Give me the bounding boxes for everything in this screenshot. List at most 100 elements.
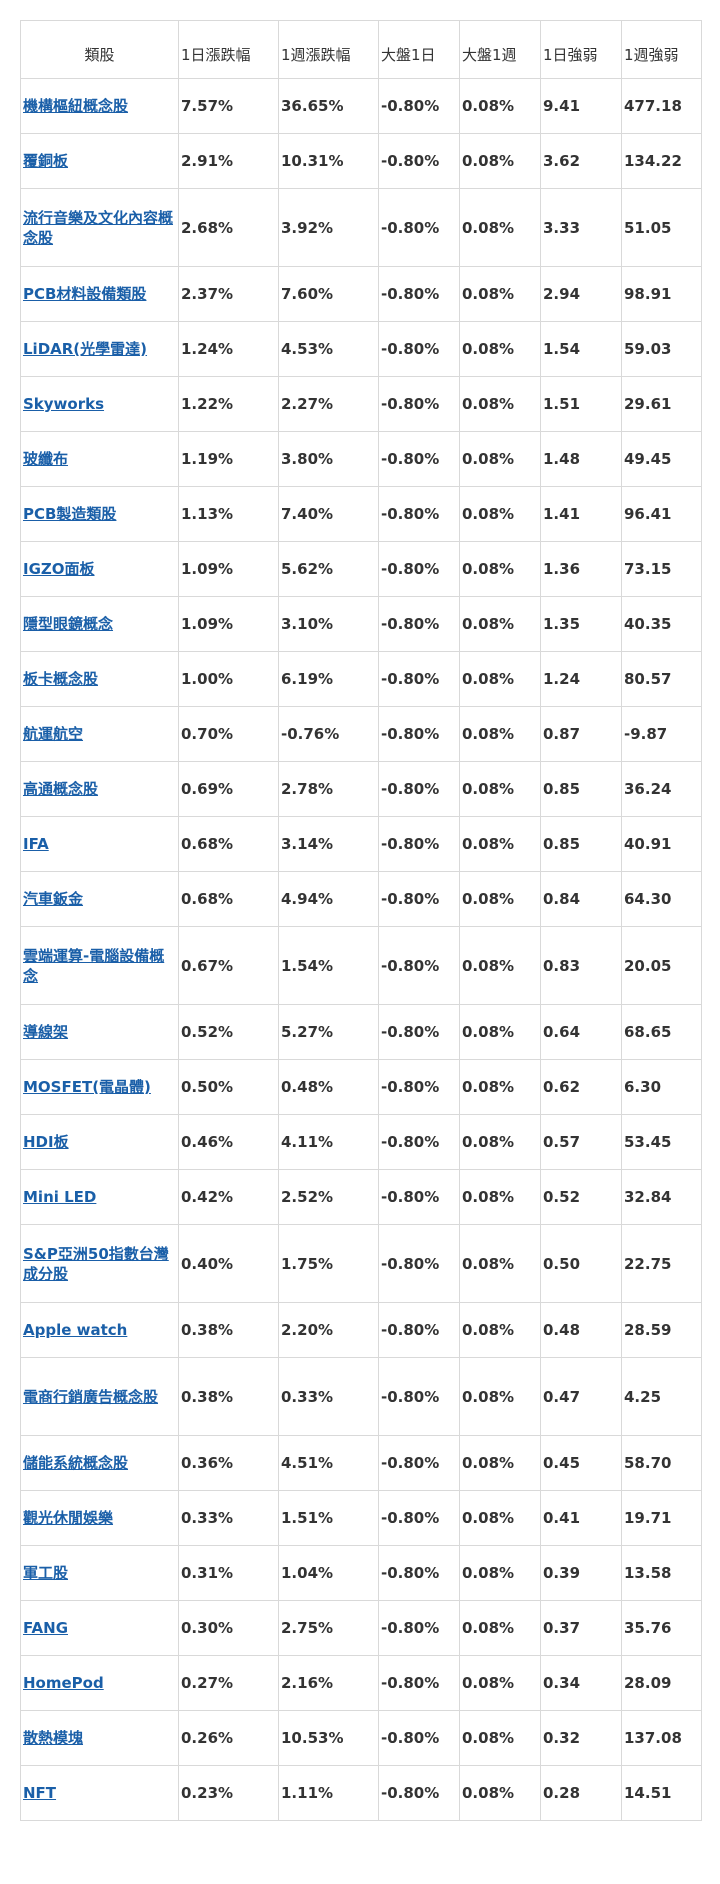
cell-sector-name: 散熱模塊 [20,1710,179,1766]
cell-1w-strength: 29.61 [621,376,702,432]
cell-1d-strength: 1.35 [540,596,622,652]
cell-sector-name: 機構樞紐概念股 [20,78,179,134]
sector-link[interactable]: 隱型眼鏡概念 [23,615,114,633]
table-row: Apple watch 0.38% 2.20% -0.80% 0.08% 0.48 28.5… [20,1302,702,1358]
cell-1w-change: 1.11% [278,1765,379,1821]
cell-market-1w: 0.08% [459,596,541,652]
cell-market-1d: -0.80% [378,431,460,487]
table-row: 機構樞紐概念股 7.57% 36.65% -0.80% 0.08% 9.41 477.18 [20,78,702,134]
cell-1w-change: 2.78% [278,761,379,817]
table-row: HDI板 0.46% 4.11% -0.80% 0.08% 0.57 53.45 [20,1114,702,1170]
cell-market-1w: 0.08% [459,816,541,872]
table-row: S&P亞洲50指數台灣成分股 0.40% 1.75% -0.80% 0.08% 0.50 2… [20,1224,702,1303]
cell-1w-strength: 28.59 [621,1302,702,1358]
cell-1d-change: 0.42% [178,1169,279,1225]
sector-link[interactable]: Skyworks [23,395,105,413]
cell-1d-change: 2.37% [178,266,279,322]
table-body: 機構樞紐概念股 7.57% 36.65% -0.80% 0.08% 9.41 477.18 覆… [20,78,702,1821]
sector-link[interactable]: LiDAR(光學雷達) [23,340,148,358]
table-row: 航運航空 0.70% -0.76% -0.80% 0.08% 0.87 -9.87 [20,706,702,762]
cell-sector-name: NFT [20,1765,179,1821]
cell-1d-change: 2.68% [178,188,279,267]
cell-market-1d: -0.80% [378,706,460,762]
sector-link[interactable]: 雲端運算-電腦設備概念 [23,946,165,985]
sector-link[interactable]: 電商行銷廣告概念股 [23,1387,159,1406]
cell-market-1w: 0.08% [459,321,541,377]
cell-market-1w: 0.08% [459,1169,541,1225]
sector-link[interactable]: 機構樞紐概念股 [23,97,129,115]
sector-link[interactable]: 儲能系統概念股 [23,1454,129,1472]
cell-market-1w: 0.08% [459,651,541,707]
cell-market-1d: -0.80% [378,133,460,189]
table-row: 散熱模塊 0.26% 10.53% -0.80% 0.08% 0.32 137.08 [20,1710,702,1766]
sector-link[interactable]: IFA [23,835,49,853]
cell-sector-name: LiDAR(光學雷達) [20,321,179,377]
sector-link[interactable]: 高通概念股 [23,780,99,798]
sector-link[interactable]: IGZO面板 [23,560,95,578]
cell-sector-name: 導線架 [20,1004,179,1060]
cell-1w-strength: 58.70 [621,1435,702,1491]
cell-1d-strength: 0.28 [540,1765,622,1821]
sector-link[interactable]: PCB製造類股 [23,505,117,523]
sector-link[interactable]: 觀光休閒娛樂 [23,1509,114,1527]
cell-sector-name: PCB材料設備類股 [20,266,179,322]
cell-market-1d: -0.80% [378,188,460,267]
table-row: 隱型眼鏡概念 1.09% 3.10% -0.80% 0.08% 1.35 40.35 [20,596,702,652]
sector-link[interactable]: Mini LED [23,1188,97,1206]
cell-1d-change: 0.40% [178,1224,279,1303]
cell-market-1w: 0.08% [459,1765,541,1821]
cell-1d-change: 0.52% [178,1004,279,1060]
sector-link[interactable]: HomePod [23,1674,104,1692]
sector-link[interactable]: NFT [23,1784,57,1802]
cell-1w-change: 1.04% [278,1545,379,1601]
table-row: 軍工股 0.31% 1.04% -0.80% 0.08% 0.39 13.58 [20,1545,702,1601]
cell-1d-strength: 0.45 [540,1435,622,1491]
sector-link[interactable]: MOSFET(電晶體) [23,1078,151,1096]
cell-1w-change: 1.51% [278,1490,379,1546]
sector-link[interactable]: 流行音樂及文化內容概念股 [23,208,174,247]
sector-link[interactable]: PCB材料設備類股 [23,285,147,303]
cell-sector-name: 航運航空 [20,706,179,762]
cell-1d-strength: 0.48 [540,1302,622,1358]
cell-1w-change: 5.27% [278,1004,379,1060]
cell-sector-name: 雲端運算-電腦設備概念 [20,926,179,1005]
cell-1d-change: 0.50% [178,1059,279,1115]
cell-1w-strength: 32.84 [621,1169,702,1225]
cell-1w-strength: 134.22 [621,133,702,189]
sector-link[interactable]: S&P亞洲50指數台灣成分股 [23,1244,169,1283]
cell-1w-strength: 35.76 [621,1600,702,1656]
cell-sector-name: 觀光休閒娛樂 [20,1490,179,1546]
sector-link[interactable]: 航運航空 [23,725,84,743]
cell-1d-change: 0.23% [178,1765,279,1821]
cell-sector-name: IGZO面板 [20,541,179,597]
cell-market-1d: -0.80% [378,1490,460,1546]
cell-sector-name: 隱型眼鏡概念 [20,596,179,652]
cell-market-1w: 0.08% [459,706,541,762]
cell-sector-name: Apple watch [20,1302,179,1358]
cell-market-1d: -0.80% [378,816,460,872]
cell-market-1w: 0.08% [459,1357,541,1436]
sector-link[interactable]: 散熱模塊 [23,1729,84,1747]
sector-link[interactable]: 汽車鈑金 [23,890,84,908]
cell-market-1w: 0.08% [459,188,541,267]
cell-1d-strength: 3.62 [540,133,622,189]
sector-link[interactable]: 軍工股 [23,1564,69,1582]
sector-link[interactable]: 導線架 [23,1023,69,1041]
cell-1w-change: 10.31% [278,133,379,189]
cell-1w-change: 4.11% [278,1114,379,1170]
sector-link[interactable]: 玻纖布 [23,450,69,468]
cell-1d-strength: 0.62 [540,1059,622,1115]
cell-1w-strength: 137.08 [621,1710,702,1766]
sector-link[interactable]: 覆銅板 [23,152,69,170]
column-header-market-1d: 大盤1日 [378,20,460,79]
cell-1w-change: 10.53% [278,1710,379,1766]
sector-link[interactable]: 板卡概念股 [23,670,99,688]
cell-market-1w: 0.08% [459,431,541,487]
sector-link[interactable]: FANG [23,1619,68,1637]
cell-1d-change: 0.33% [178,1490,279,1546]
sector-link[interactable]: Apple watch [23,1321,128,1339]
table-row: 板卡概念股 1.00% 6.19% -0.80% 0.08% 1.24 80.57 [20,651,702,707]
sector-link[interactable]: HDI板 [23,1133,69,1151]
cell-1d-strength: 1.51 [540,376,622,432]
cell-1d-change: 1.00% [178,651,279,707]
